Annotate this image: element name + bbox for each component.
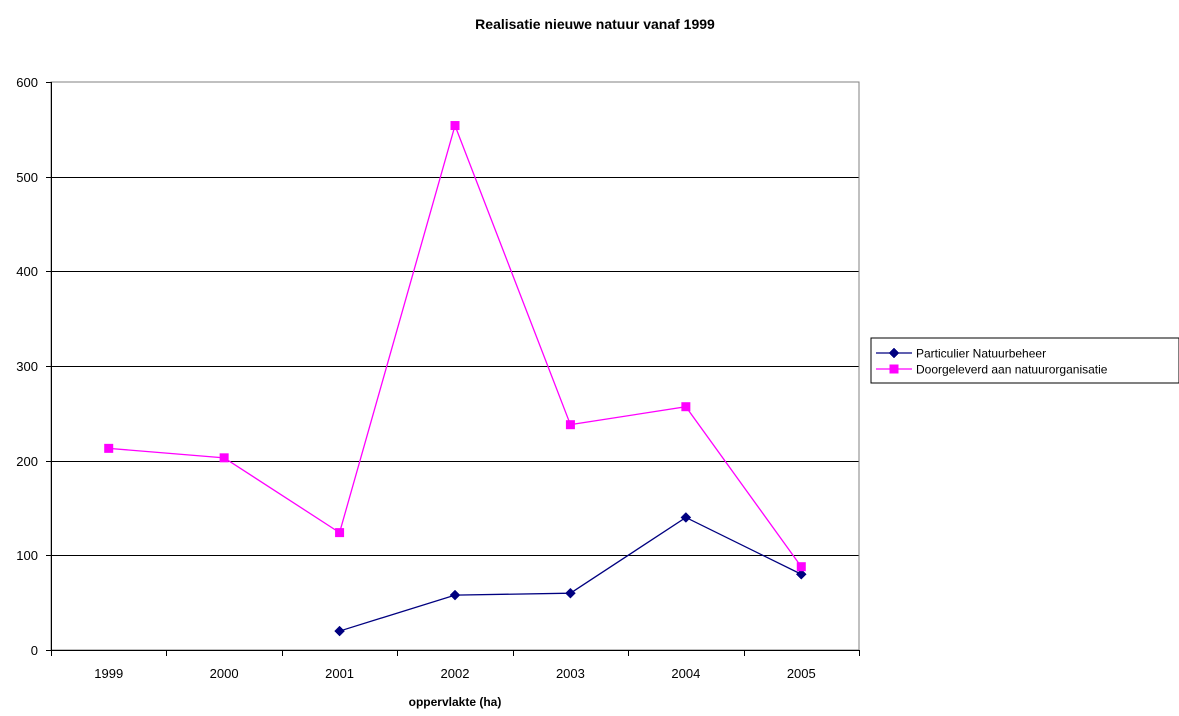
- data-point-0-2002: [449, 589, 461, 601]
- legend: Particulier Natuurbeheer Doorgeleverd aan…: [870, 337, 1179, 384]
- series-line-0: [339, 516, 802, 632]
- x-tick-label-2005: 2005: [787, 666, 816, 681]
- axes: 0 100 200 300 400 500 600 1999 2000 2001 2002 2003 2…: [16, 75, 860, 681]
- series: [104, 121, 807, 637]
- gridlines: [51, 177, 859, 556]
- data-point-0-2001: [334, 625, 345, 637]
- x-tick-label-2000: 2000: [210, 666, 239, 681]
- x-tick-label-2003: 2003: [556, 666, 585, 681]
- data-point-1-1999: [104, 443, 114, 453]
- data-point-0-2003: [565, 587, 576, 599]
- data-point-1-2000: [219, 453, 229, 463]
- y-tick-label-0: 0: [31, 643, 38, 658]
- x-tick-label-1999: 1999: [94, 666, 123, 681]
- legend-marker-0: [888, 347, 900, 359]
- y-tick-label-200: 200: [16, 454, 38, 469]
- data-point-1-2005: [796, 562, 806, 572]
- x-tick-label-2002: 2002: [441, 666, 470, 681]
- data-point-1-2002: [450, 121, 460, 131]
- y-tick-label-100: 100: [16, 548, 38, 563]
- data-point-0-2004: [680, 512, 692, 523]
- data-point-1-2003: [565, 420, 575, 430]
- legend-label-1: Doorgeleverd aan natuurorganisatie: [916, 363, 1108, 377]
- data-point-1-2001: [335, 528, 345, 538]
- data-point-1-2004: [681, 402, 691, 412]
- x-axis-title: oppervlakte (ha): [409, 695, 502, 709]
- x-tick-label-2004: 2004: [671, 666, 700, 681]
- legend-box: [870, 337, 1179, 384]
- series-line-1: [108, 123, 802, 568]
- x-tick-label-2001: 2001: [325, 666, 354, 681]
- y-tick-label-600: 600: [16, 75, 38, 90]
- series-1: [104, 121, 806, 572]
- series-0: [334, 512, 807, 637]
- y-tick-label-500: 500: [16, 170, 38, 185]
- legend-marker-1: [889, 364, 899, 374]
- chart-title: Realisatie nieuwe natuur vanaf 1999: [475, 16, 715, 32]
- data-point-0-2005: [795, 568, 807, 580]
- y-tick-label-300: 300: [16, 359, 38, 374]
- legend-label-0: Particulier Natuurbeheer: [916, 347, 1046, 361]
- y-tick-label-400: 400: [16, 264, 38, 279]
